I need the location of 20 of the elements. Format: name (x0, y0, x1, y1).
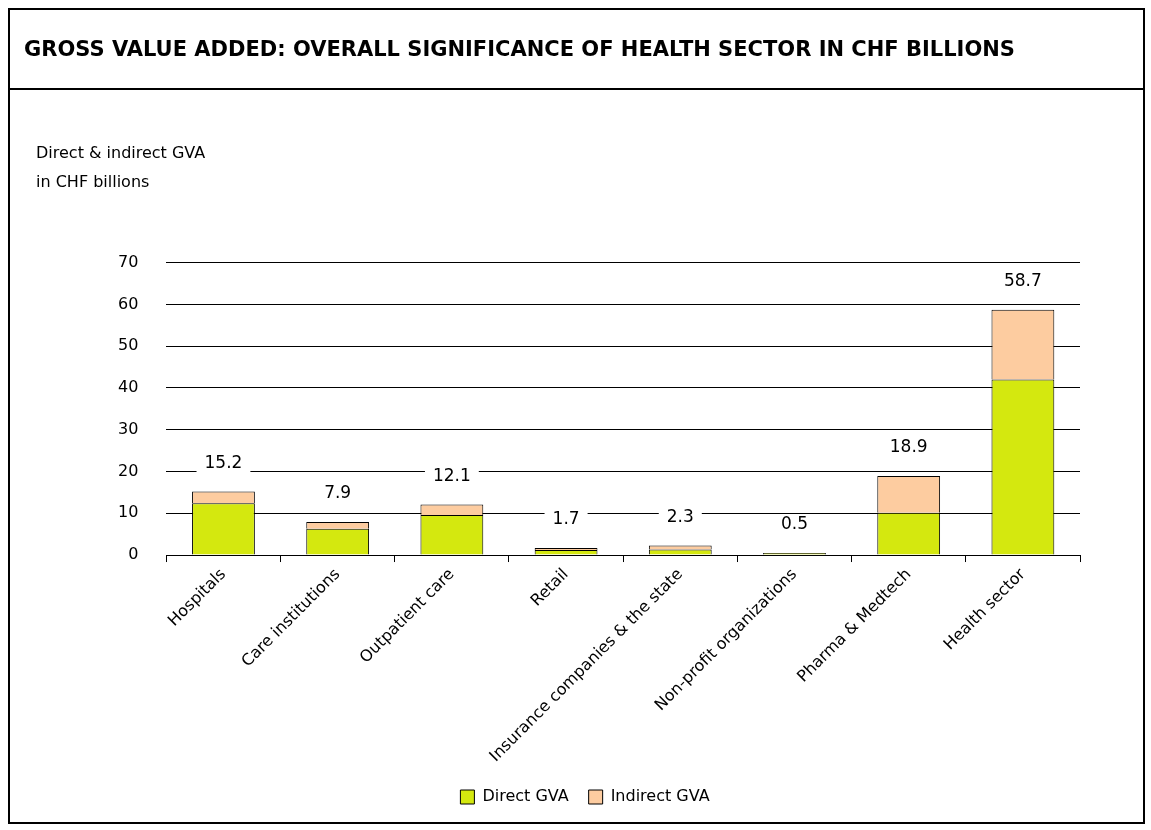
total-label: 15.2 (204, 451, 243, 472)
legend-label: Direct GVA (482, 786, 569, 806)
chart-title: GROSS VALUE ADDED: OVERALL SIGNIFICANCE OF HEALTH SECTOR IN CHF BILLIONS (10, 10, 1143, 90)
total-label: 0.5 (780, 513, 809, 534)
y-tick-label: 50 (118, 335, 139, 355)
legend-label: Indirect GVA (610, 786, 710, 806)
total-label: 18.9 (889, 436, 928, 457)
y-axis-title: Direct & indirect GVA in CHF billions (36, 142, 206, 193)
total-label: 2.3 (666, 505, 694, 526)
total-label: 1.7 (552, 508, 580, 529)
y-tick-label: 20 (118, 460, 139, 480)
total-label: 12.1 (432, 464, 471, 485)
y-tick-label: 0 (128, 544, 139, 564)
y-tick-label: 70 (118, 251, 139, 271)
y-tick-label: 60 (118, 293, 139, 313)
y-tick-label: 30 (118, 418, 139, 438)
total-label: 7.9 (324, 482, 352, 503)
y-tick-label: 40 (118, 377, 139, 397)
y-tick-label: 10 (118, 502, 139, 522)
total-label: 58.7 (1003, 270, 1042, 291)
